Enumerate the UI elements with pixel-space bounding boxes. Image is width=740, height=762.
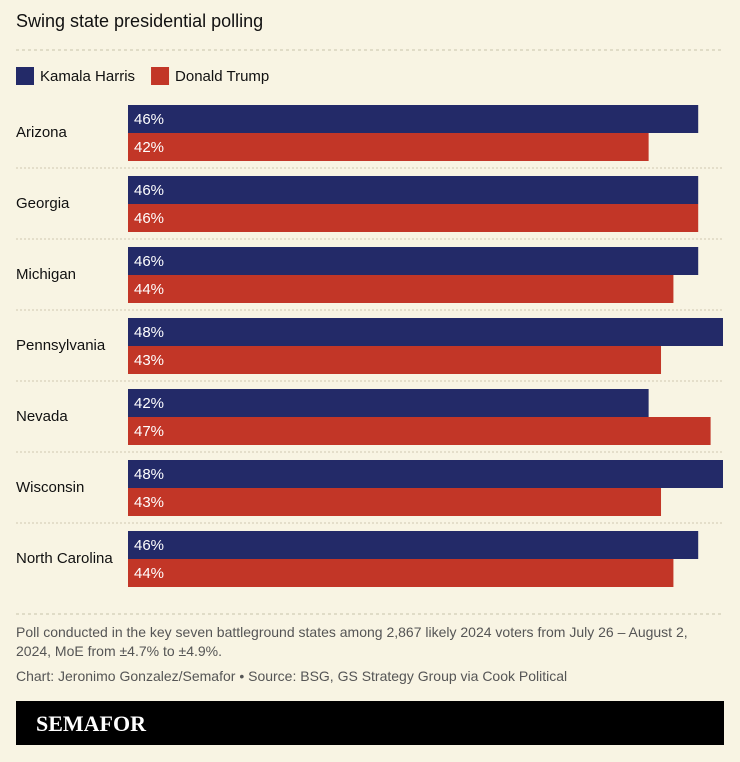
value-label: 46% — [134, 537, 164, 554]
value-label: 44% — [134, 565, 164, 582]
category-label: Pennsylvania — [16, 337, 106, 354]
brand: SEMAFOR — [36, 711, 146, 736]
footnote: Poll conducted in the key seven battlegr… — [16, 624, 688, 659]
bar — [128, 133, 649, 161]
bar — [128, 531, 699, 559]
value-label: 43% — [134, 494, 164, 511]
bar — [128, 105, 699, 133]
value-label: 48% — [134, 466, 164, 483]
legend-label: Kamala Harris — [40, 68, 135, 85]
category-label: Nevada — [16, 408, 68, 425]
bar — [128, 417, 711, 445]
category-label: Arizona — [16, 124, 68, 141]
brand-bar: SEMAFOR — [16, 701, 724, 745]
value-label: 46% — [134, 210, 164, 227]
value-label: 42% — [134, 395, 164, 412]
bar — [128, 275, 674, 303]
bar — [128, 176, 699, 204]
value-label: 46% — [134, 253, 164, 270]
credit: Chart: Jeronimo Gonzalez/Semafor • Sourc… — [16, 668, 568, 684]
legend-swatch — [151, 67, 170, 85]
value-label: 47% — [134, 423, 164, 440]
value-label: 46% — [134, 111, 164, 128]
category-label: North Carolina — [16, 550, 113, 567]
legend-label: Donald Trump — [175, 68, 269, 85]
bar — [128, 559, 674, 587]
bar — [128, 460, 723, 488]
value-label: 48% — [134, 324, 164, 341]
category-label: Wisconsin — [16, 479, 84, 496]
bar — [128, 247, 699, 275]
value-label: 44% — [134, 281, 164, 298]
bar — [128, 318, 723, 346]
bar — [128, 488, 662, 516]
bar — [128, 346, 662, 374]
legend-swatch — [16, 67, 34, 85]
category-label: Georgia — [16, 195, 70, 212]
value-label: 42% — [134, 139, 164, 156]
chart-title: Swing state presidential polling — [16, 11, 263, 31]
category-label: Michigan — [16, 266, 76, 283]
bar — [128, 204, 699, 232]
value-label: 43% — [134, 352, 164, 369]
chart: Swing state presidential polling Kamala … — [16, 11, 724, 615]
bar — [128, 389, 649, 417]
value-label: 46% — [134, 182, 164, 199]
